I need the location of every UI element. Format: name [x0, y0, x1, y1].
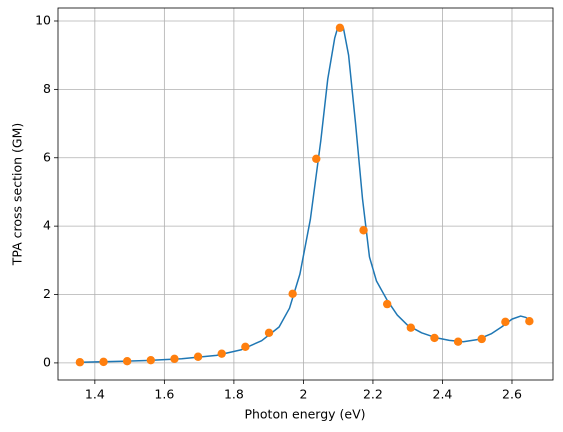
data-point: [312, 154, 321, 163]
data-point: [288, 289, 297, 299]
data-point: [146, 355, 156, 365]
data-point: [453, 337, 463, 346]
y-tick-label: 2: [43, 286, 51, 301]
data-point: [525, 316, 534, 326]
x-tick-label: 2.2: [363, 387, 383, 402]
data-point: [75, 358, 85, 367]
data-point: [170, 354, 179, 364]
y-tick-label: 6: [43, 149, 51, 164]
data-point: [241, 342, 250, 352]
data-point: [406, 323, 416, 332]
y-tick-label: 0: [43, 354, 51, 369]
data-point: [359, 226, 368, 235]
y-tick-label: 8: [43, 81, 51, 96]
x-tick-label: 2: [299, 387, 307, 402]
data-point: [264, 328, 274, 338]
data-point: [477, 334, 486, 344]
axes-frame: [57, 7, 554, 381]
x-tick-label: 1.8: [224, 387, 244, 402]
x-tick-label: 1.4: [85, 387, 105, 402]
data-point: [430, 333, 439, 343]
x-tick-label: 2.6: [502, 387, 522, 402]
y-tick-label: 4: [43, 218, 51, 233]
data-point: [122, 356, 132, 366]
data-line: [80, 25, 531, 363]
x-tick-label: 1.6: [154, 387, 174, 402]
y-axis-label: TPA cross section (GM): [10, 123, 25, 267]
y-tick-label: 10: [35, 12, 51, 27]
data-point: [501, 317, 510, 327]
data-point: [217, 349, 226, 358]
data-point: [99, 357, 108, 367]
data-point: [335, 23, 345, 33]
data-point: [193, 352, 203, 361]
data-point: [382, 299, 392, 309]
x-tick-label: 2.4: [433, 387, 453, 402]
x-axis-label: Photon energy (eV): [244, 407, 365, 422]
